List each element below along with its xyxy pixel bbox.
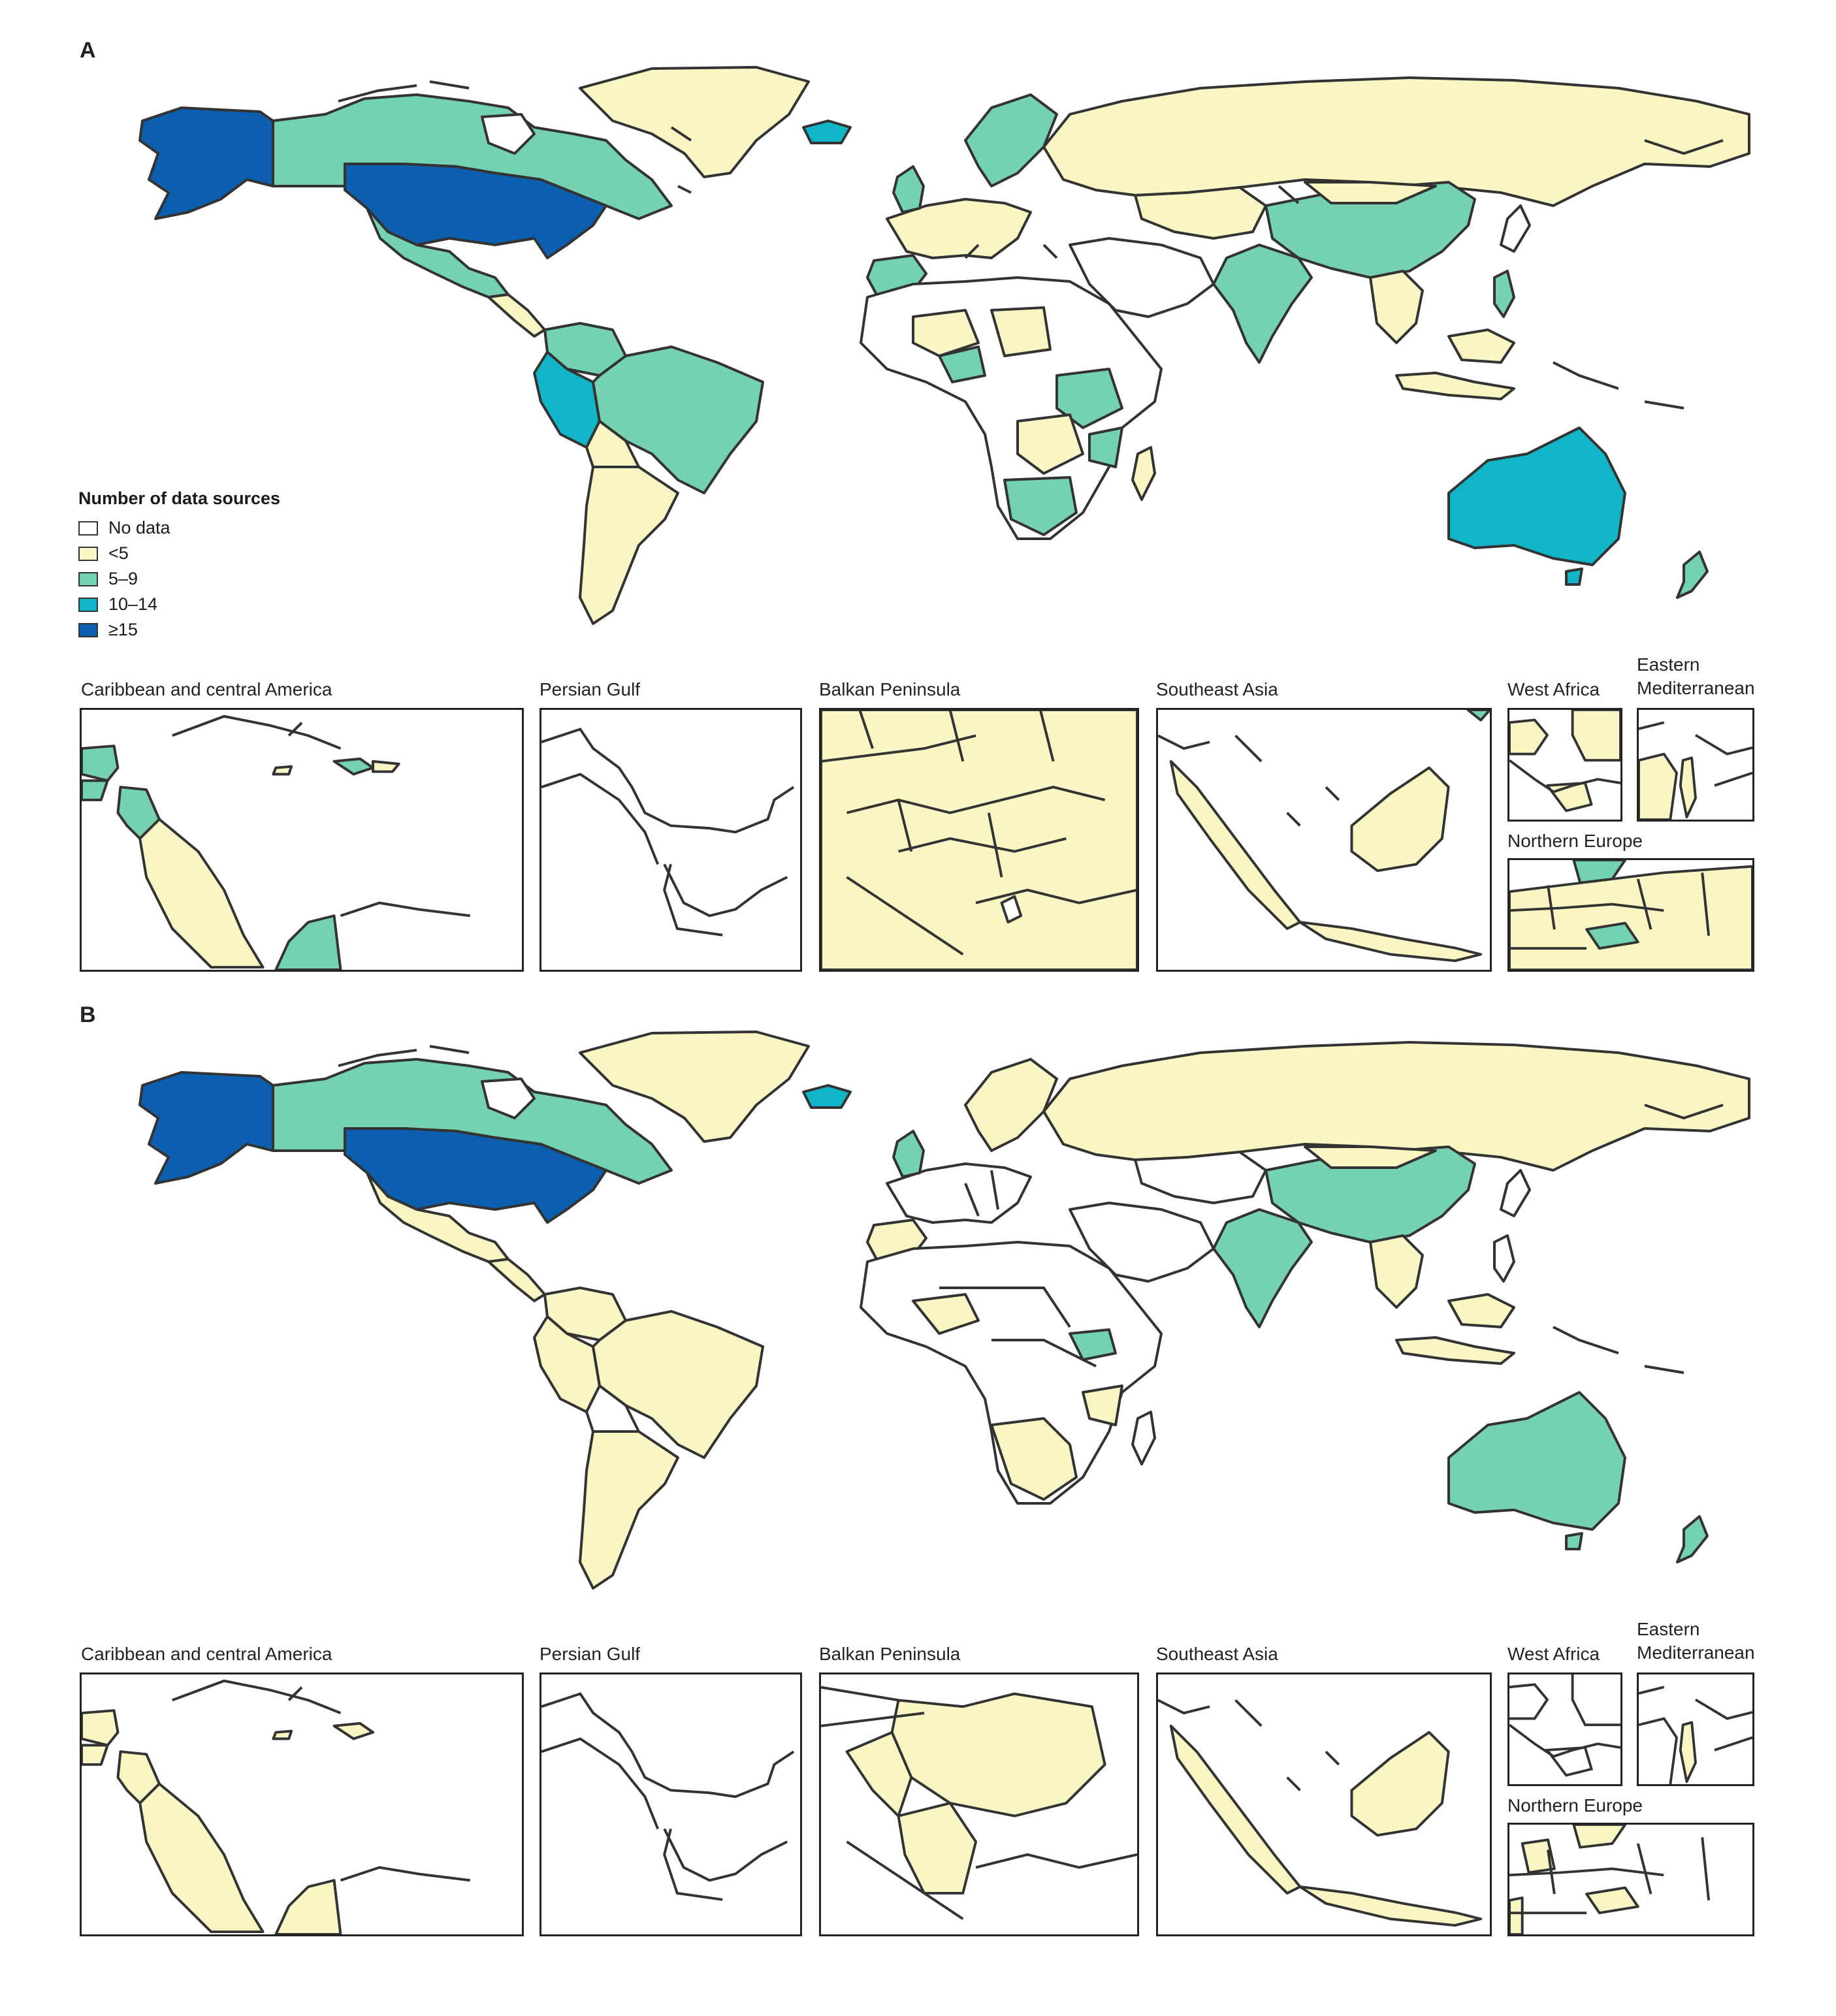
- inset-label-line: Mediterranean: [1637, 1642, 1755, 1663]
- region-japan: [1500, 204, 1531, 253]
- region-alaska: [138, 106, 274, 220]
- legend-title: Number of data sources: [78, 488, 281, 508]
- inset-balkan-a: [819, 708, 1139, 972]
- region-uk: [892, 1130, 925, 1178]
- legend-swatch: [78, 520, 98, 536]
- region-mongolia: [1304, 1145, 1437, 1169]
- region-india: [1212, 244, 1313, 364]
- inset-southeast-asia-b: [1156, 1672, 1492, 1936]
- region-kazakhstan: [1134, 1151, 1267, 1204]
- world-map-b: [138, 1031, 1750, 1590]
- legend-label: <5: [108, 543, 129, 563]
- inset-label-southeast-asia-b: Southeast Asia: [1156, 1644, 1278, 1664]
- inset-label-caribbean-a: Caribbean and central America: [81, 679, 332, 699]
- region-alaska: [138, 1071, 274, 1185]
- region-australia: [1447, 1391, 1626, 1531]
- inset-label-line: Mediterranean: [1637, 678, 1755, 698]
- legend-label: ≥15: [108, 620, 138, 639]
- region-philippines: [1493, 270, 1515, 318]
- inset-label-eastern-med-b: Eastern Mediterranean: [1637, 1618, 1755, 1665]
- region-middle-east: [1069, 1202, 1215, 1283]
- inset-label-northern-europe-b: Northern Europe: [1507, 1795, 1643, 1816]
- legend-label: 5–9: [108, 569, 138, 588]
- region-iceland: [802, 120, 852, 144]
- region-japan: [1500, 1169, 1531, 1217]
- region-western-europe: [886, 1162, 1032, 1224]
- inset-label-eastern-med-a: Eastern Mediterranean: [1637, 653, 1755, 700]
- inset-label-line: Eastern: [1637, 1619, 1700, 1639]
- region-central-america: [487, 293, 546, 338]
- region-iceland: [802, 1084, 852, 1109]
- legend-swatch: [78, 546, 98, 561]
- legend-item-10-14: 10–14: [78, 592, 280, 617]
- inset-label-west-africa-a: West Africa: [1507, 679, 1600, 699]
- inset-west-africa-a: [1507, 708, 1622, 822]
- region-southeast-asia: [1369, 270, 1424, 344]
- region-western-europe: [886, 198, 1032, 259]
- region-mongolia: [1304, 181, 1437, 204]
- region-india: [1212, 1208, 1313, 1328]
- inset-label-northern-europe-a: Northern Europe: [1507, 831, 1643, 851]
- inset-eastern-med-a: [1637, 708, 1754, 822]
- region-scandinavia: [964, 93, 1058, 187]
- region-madagascar: [1131, 446, 1156, 501]
- inset-southeast-asia-a: [1156, 708, 1492, 972]
- inset-caribbean-b: [80, 1672, 524, 1936]
- inset-persian-gulf-a: [540, 708, 802, 972]
- inset-label-caribbean-b: Caribbean and central America: [81, 1644, 332, 1664]
- inset-caribbean-a: [80, 708, 524, 972]
- legend-item-lt5: <5: [78, 541, 280, 566]
- inset-balkan-b: [819, 1672, 1139, 1936]
- region-central-america: [487, 1258, 546, 1302]
- inset-persian-gulf-b: [540, 1672, 802, 1936]
- panel-label-a: A: [80, 38, 96, 63]
- inset-label-balkan-a: Balkan Peninsula: [819, 679, 961, 699]
- region-southeast-asia: [1369, 1234, 1424, 1309]
- region-argentina: [579, 1430, 679, 1590]
- legend-label: No data: [108, 518, 170, 537]
- panel-label-b: B: [80, 1002, 96, 1027]
- legend-item-ge15: ≥15: [78, 617, 280, 643]
- region-uk: [892, 165, 925, 214]
- region-new-zealand: [1676, 551, 1709, 599]
- world-map-a: [138, 66, 1750, 625]
- legend-swatch: [78, 571, 98, 586]
- region-philippines: [1493, 1234, 1515, 1283]
- region-new-zealand: [1676, 1515, 1709, 1563]
- region-scandinavia: [964, 1058, 1058, 1152]
- legend-item-no-data: No data: [78, 515, 280, 541]
- legend-label: 10–14: [108, 594, 158, 614]
- inset-label-persian-gulf-b: Persian Gulf: [540, 1644, 641, 1664]
- inset-label-balkan-b: Balkan Peninsula: [819, 1644, 961, 1664]
- region-greenland: [579, 1031, 810, 1143]
- legend-item-5-9: 5–9: [78, 566, 280, 592]
- inset-northern-europe-a: [1507, 858, 1754, 972]
- region-kazakhstan: [1134, 186, 1267, 240]
- region-argentina: [579, 466, 679, 625]
- inset-label-persian-gulf-a: Persian Gulf: [540, 679, 641, 699]
- inset-eastern-med-b: [1637, 1672, 1754, 1786]
- inset-west-africa-b: [1507, 1672, 1622, 1786]
- region-madagascar: [1131, 1411, 1156, 1465]
- legend-swatch: [78, 622, 98, 637]
- region-middle-east: [1069, 237, 1215, 318]
- inset-label-southeast-asia-a: Southeast Asia: [1156, 679, 1278, 699]
- region-australia: [1447, 426, 1626, 566]
- legend-swatch: [78, 597, 98, 612]
- inset-label-line: Eastern: [1637, 654, 1700, 675]
- region-greenland: [579, 66, 810, 178]
- inset-label-west-africa-b: West Africa: [1507, 1644, 1600, 1664]
- inset-northern-europe-b: [1507, 1823, 1754, 1936]
- map-legend: Number of data sources No data <5 5–9 10…: [78, 488, 280, 643]
